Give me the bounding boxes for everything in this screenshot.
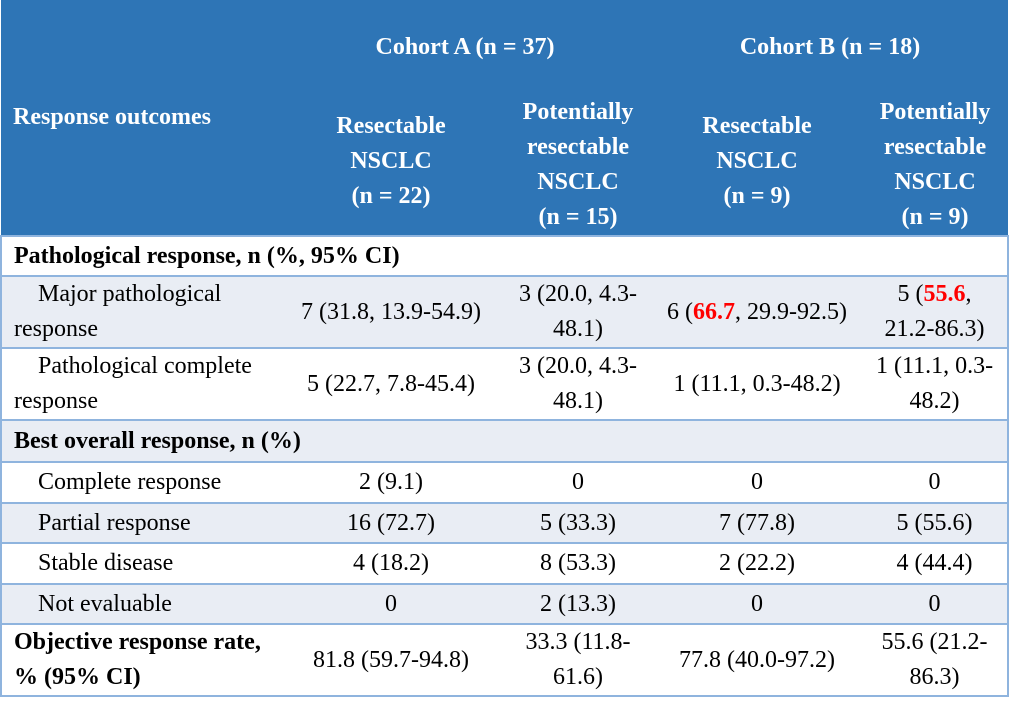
cell: 2 (9.1)	[278, 461, 504, 503]
cell: 8 (53.3)	[504, 542, 653, 584]
cell: 1 (11.1, 0.3-48.2)	[862, 347, 1010, 420]
table-row: Stable disease 4 (18.2) 8 (53.3) 2 (22.2…	[0, 542, 1010, 584]
header-b-potentially-resectable: Potentially resectable NSCLC (n = 9)	[862, 95, 1009, 236]
table-row: Major pathological response 7 (31.8, 13.…	[0, 275, 1010, 348]
cell: 77.8 (40.0-97.2)	[652, 623, 863, 697]
cell: 3 (20.0, 4.3-48.1)	[504, 347, 653, 420]
cell: 7 (77.8)	[652, 502, 863, 543]
section-row-pathological: Pathological response, n (%, 95% CI)	[0, 235, 1010, 276]
cell: 5 (55.6)	[862, 502, 1010, 543]
header-cohort-b: Cohort B (n = 18)	[652, 0, 1009, 95]
row-label-sd: Stable disease	[0, 542, 278, 584]
cell: 2 (22.2)	[652, 542, 863, 584]
cell: 4 (44.4)	[862, 542, 1010, 584]
cell: 0	[862, 583, 1010, 624]
cell: 55.6 (21.2-86.3)	[862, 623, 1010, 697]
cell: 0	[504, 461, 653, 503]
cell: 5 (22.7, 7.8-45.4)	[278, 347, 504, 420]
cell: 5 (55.6, 21.2-86.3)	[862, 275, 1010, 348]
cell: 4 (18.2)	[278, 542, 504, 584]
cell: 81.8 (59.7-94.8)	[278, 623, 504, 697]
cell: 7 (31.8, 13.9-54.9)	[278, 275, 504, 348]
cell: 0	[652, 461, 863, 503]
header-a-potentially-resectable: Potentially resectable NSCLC (n = 15)	[504, 95, 653, 236]
cell: 2 (13.3)	[504, 583, 653, 624]
section-pathological-response: Pathological response, n (%, 95% CI)	[0, 235, 1010, 276]
row-label-pr: Partial response	[0, 502, 278, 543]
section-best-overall-response: Best overall response, n (%)	[0, 419, 1010, 462]
header-a-resectable: Resectable NSCLC (n = 22)	[278, 95, 504, 236]
table-row: Complete response 2 (9.1) 0 0 0	[0, 461, 1010, 503]
cell: 6 (66.7, 29.9-92.5)	[652, 275, 863, 348]
table-row: Partial response 16 (72.7) 5 (33.3) 7 (7…	[0, 502, 1010, 543]
section-row-best-overall: Best overall response, n (%)	[0, 419, 1010, 462]
header-response-outcomes: Response outcomes	[1, 0, 278, 236]
header-b-resectable: Resectable NSCLC (n = 9)	[652, 95, 863, 236]
row-label-pcr: Pathological complete response	[0, 347, 278, 420]
highlight-value: 66.7	[693, 298, 736, 325]
table-row: Pathological complete response 5 (22.7, …	[0, 347, 1010, 420]
row-label-orr: Objective response rate, % (95% CI)	[0, 623, 278, 697]
table-row: Not evaluable 0 2 (13.3) 0 0	[0, 583, 1010, 624]
row-label-ne: Not evaluable	[0, 583, 278, 624]
cell: 1 (11.1, 0.3-48.2)	[652, 347, 863, 420]
table-row: Objective response rate, % (95% CI) 81.8…	[0, 623, 1010, 697]
cell: 33.3 (11.8-61.6)	[504, 623, 653, 697]
cell: 0	[862, 461, 1010, 503]
row-label-mpr: Major pathological response	[0, 275, 278, 348]
cell: 16 (72.7)	[278, 502, 504, 543]
header-cohort-a: Cohort A (n = 37)	[278, 0, 653, 95]
cell: 5 (33.3)	[504, 502, 653, 543]
highlight-value: 55.6	[923, 281, 966, 307]
cell: 0	[278, 583, 504, 624]
cell: 0	[652, 583, 863, 624]
cell: 3 (20.0, 4.3-48.1)	[504, 275, 653, 348]
row-label-cr: Complete response	[0, 461, 278, 503]
